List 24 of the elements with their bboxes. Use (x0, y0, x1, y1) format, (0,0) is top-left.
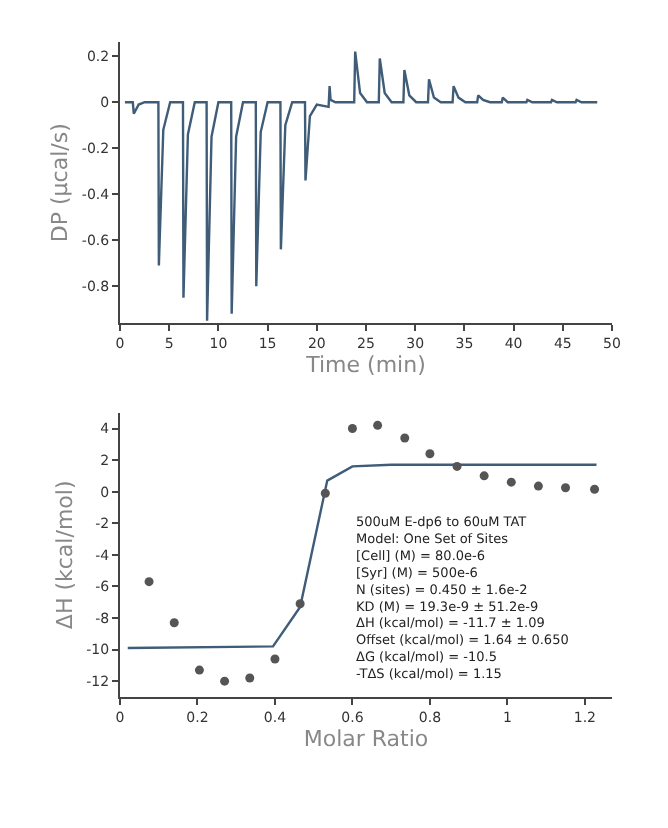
x-axis-title: Molar Ratio (303, 725, 429, 752)
point (194, 665, 204, 675)
point (479, 471, 489, 481)
x-axis-title: Time (min) (304, 351, 426, 378)
point (220, 676, 230, 686)
point (400, 433, 410, 443)
point (245, 673, 255, 683)
point (347, 424, 357, 433)
y-axis-title: DP (µcal/s) (47, 123, 74, 243)
line-series (126, 463, 598, 650)
point (373, 420, 383, 430)
point (320, 488, 330, 498)
point (169, 618, 179, 628)
point (533, 481, 543, 491)
point (144, 577, 154, 587)
point (295, 599, 305, 609)
point (561, 483, 571, 493)
point (270, 654, 280, 664)
point (506, 477, 516, 487)
point (452, 461, 462, 471)
line-series (123, 50, 599, 322)
point (590, 484, 600, 494)
y-axis-title: ΔH (kcal/mol) (51, 480, 78, 630)
point (425, 449, 435, 459)
